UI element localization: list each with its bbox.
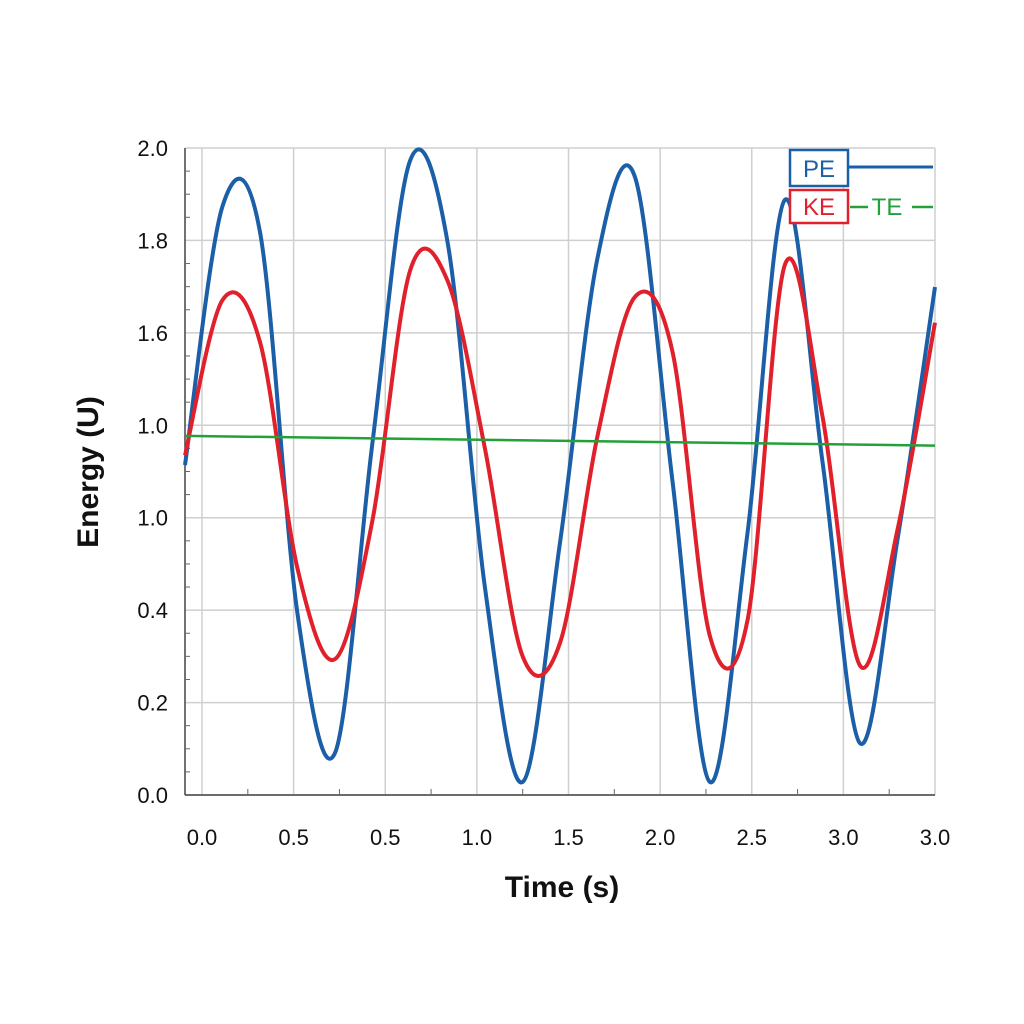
y-tick-label-4: 1.0 [137, 413, 168, 438]
series-line-te [184, 434, 936, 447]
x-tick-label-2: 0.5 [370, 825, 401, 850]
y-axis-title: Energy (U) [72, 396, 105, 548]
y-tick-label-5: 1.6 [137, 321, 168, 346]
legend-box-ke [788, 188, 850, 225]
x-tick-label-0: 0.0 [187, 825, 218, 850]
legend-box-pe [788, 148, 850, 188]
y-tick-label-2: 0.4 [137, 598, 168, 623]
y-tick-label-6: 1.8 [137, 228, 168, 253]
y-tick-label-1: 0.2 [137, 691, 168, 716]
y-tick-label-3: 1.0 [137, 506, 168, 531]
x-tick-label-7: 3.0 [828, 825, 859, 850]
axes [184, 148, 935, 796]
x-axis-title: Time (s) [505, 871, 619, 904]
legend-label-pe: PE [803, 156, 835, 183]
series-group [183, 147, 937, 785]
x-tick-label-3: 1.0 [462, 825, 493, 850]
series-line-ke [183, 246, 937, 678]
series-line-pe [183, 147, 937, 785]
x-tick-label-8: 3.0 [920, 825, 951, 850]
y-tick-label-7: 2.0 [137, 136, 168, 161]
x-tick-label-1: 0.5 [278, 825, 309, 850]
tick-labels: 0.0 0.5 0.5 1.0 1.5 2.0 2.5 3.0 3.0 0.0 0.2 0.4 1.0 1… [137, 136, 950, 850]
y-tick-label-0: 0.0 [137, 783, 168, 808]
legend: PE KE TE [788, 148, 933, 225]
legend-label-te: TE [872, 194, 903, 221]
x-tick-label-4: 1.5 [553, 825, 584, 850]
x-tick-label-5: 2.0 [645, 825, 676, 850]
x-tick-label-6: 2.5 [736, 825, 767, 850]
legend-label-ke: KE [803, 194, 835, 221]
